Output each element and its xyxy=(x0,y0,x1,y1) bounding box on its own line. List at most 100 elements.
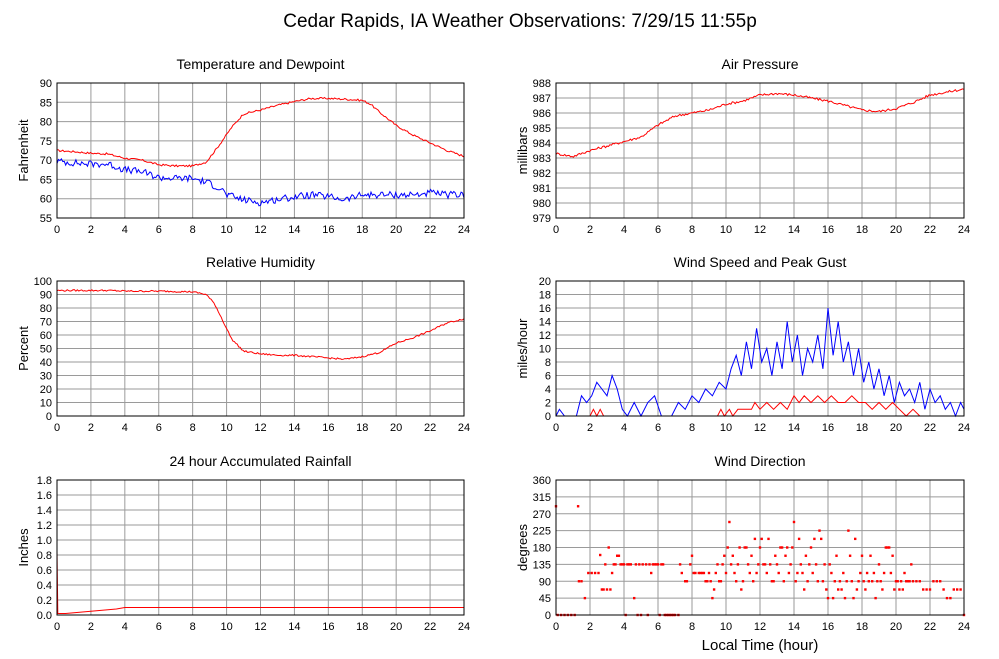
y-tick-label: 985 xyxy=(533,123,551,135)
data-point xyxy=(724,571,728,575)
data-point xyxy=(656,563,660,566)
data-point xyxy=(911,580,915,583)
y-tick-label: 1.6 xyxy=(37,490,52,502)
y-tick-label: 986 xyxy=(533,108,551,120)
data-point xyxy=(859,571,862,575)
data-point xyxy=(903,571,906,575)
x-tick-label: 10 xyxy=(720,224,732,236)
data-point xyxy=(765,571,768,575)
data-point xyxy=(830,571,833,575)
data-point xyxy=(806,580,809,583)
y-axis-label: millibars xyxy=(515,126,530,174)
y-tick-label: 60 xyxy=(40,194,52,206)
data-point xyxy=(876,580,879,583)
x-tick-label: 22 xyxy=(424,621,436,633)
y-tick-label: 0 xyxy=(545,411,551,423)
y-tick-label: 100 xyxy=(34,276,52,288)
x-tick-label: 14 xyxy=(288,224,300,236)
y-axis-label: miles/hour xyxy=(515,318,530,379)
data-point xyxy=(626,563,629,566)
series-line xyxy=(56,96,465,168)
series-line xyxy=(555,88,965,158)
data-point xyxy=(869,554,872,557)
series-line xyxy=(56,289,465,361)
x-tick-label: 0 xyxy=(553,621,559,633)
data-point xyxy=(714,571,717,575)
x-tick-label: 2 xyxy=(88,224,94,236)
data-point xyxy=(808,563,811,566)
x-tick-label: 2 xyxy=(587,621,593,633)
x-tick-label: 16 xyxy=(822,224,834,236)
x-tick-label: 4 xyxy=(621,224,627,236)
y-tick-label: 225 xyxy=(533,526,551,538)
y-tick-label: 10 xyxy=(40,398,52,410)
data-point xyxy=(629,563,632,566)
data-point xyxy=(680,571,683,575)
data-point xyxy=(908,580,911,583)
data-point xyxy=(590,571,593,575)
y-axis-label: Fahrenheit xyxy=(16,119,31,182)
x-tick-label: 12 xyxy=(254,621,266,633)
x-tick-label: 2 xyxy=(88,422,94,434)
data-point xyxy=(945,596,949,600)
y-tick-label: 987 xyxy=(533,93,551,105)
x-tick-label: 24 xyxy=(958,422,970,434)
data-point xyxy=(786,546,789,549)
x-tick-label: 6 xyxy=(655,422,661,434)
x-tick-label: 12 xyxy=(754,621,766,633)
data-point xyxy=(689,563,692,566)
x-tick-label: 10 xyxy=(220,621,232,633)
data-point xyxy=(825,588,828,591)
data-point xyxy=(813,537,816,541)
x-tick-label: 22 xyxy=(424,422,436,434)
x-tick-label: 20 xyxy=(890,224,902,236)
y-tick-label: 30 xyxy=(40,371,52,383)
y-tick-label: 1.0 xyxy=(37,535,52,547)
data-point xyxy=(767,537,770,541)
y-tick-label: 14 xyxy=(539,317,551,329)
data-point xyxy=(922,588,925,591)
y-tick-label: 70 xyxy=(40,317,52,329)
data-point xyxy=(583,596,587,600)
y-tick-label: 988 xyxy=(533,78,551,90)
data-point xyxy=(952,588,955,591)
data-point xyxy=(871,580,874,583)
panel-title: Wind Direction xyxy=(714,453,805,469)
data-point xyxy=(874,596,877,600)
data-point xyxy=(716,563,719,566)
x-tick-label: 18 xyxy=(356,621,368,633)
y-tick-label: 979 xyxy=(533,213,551,225)
y-tick-label: 2 xyxy=(545,398,551,410)
y-tick-label: 0 xyxy=(545,610,551,622)
x-tick-label: 6 xyxy=(655,621,661,633)
x-tick-label: 8 xyxy=(190,422,196,434)
data-point xyxy=(860,554,864,557)
x-tick-label: 22 xyxy=(924,422,936,434)
y-tick-label: 1.8 xyxy=(37,475,52,487)
data-point xyxy=(614,563,617,566)
data-point xyxy=(648,563,651,566)
data-point xyxy=(899,580,903,583)
data-point xyxy=(854,537,857,541)
data-point xyxy=(690,554,694,557)
plot-frame xyxy=(56,82,465,219)
data-point xyxy=(609,588,612,591)
y-tick-label: 85 xyxy=(40,97,52,109)
x-tick-label: 12 xyxy=(254,422,266,434)
data-point xyxy=(653,563,656,566)
x-tick-label: 16 xyxy=(822,621,834,633)
data-point xyxy=(597,571,600,575)
panel-title: 24 hour Accumulated Rainfall xyxy=(169,453,351,469)
data-point xyxy=(704,580,707,583)
x-tick-label: 20 xyxy=(390,621,402,633)
y-tick-label: 1.2 xyxy=(37,520,52,532)
data-point xyxy=(644,563,648,566)
y-tick-label: 180 xyxy=(533,543,551,555)
data-point xyxy=(738,546,741,549)
y-tick-label: 0.0 xyxy=(37,610,52,622)
y-axis-label: degrees xyxy=(515,524,530,571)
data-point xyxy=(935,580,938,583)
data-point xyxy=(634,563,638,566)
